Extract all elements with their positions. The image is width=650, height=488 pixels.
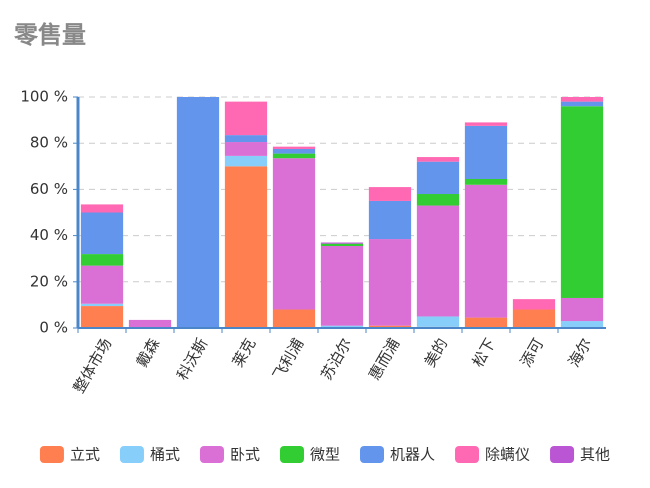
- bar-segment: [560, 297, 604, 322]
- bar-segment: [224, 135, 268, 143]
- legend-swatch: [550, 446, 575, 463]
- x-tick-label: 飞利浦: [269, 335, 307, 383]
- bar-segment: [80, 204, 124, 213]
- bar-segment: [320, 243, 364, 246]
- bar-segment: [416, 194, 460, 206]
- bar-segment: [224, 142, 268, 156]
- x-tick-label: 整体市场: [70, 335, 116, 396]
- bar-segment: [560, 106, 604, 298]
- legend-swatch: [119, 446, 144, 463]
- bar-segment: [464, 125, 508, 180]
- bar-segment: [80, 265, 124, 304]
- x-tick-label: 惠而浦: [365, 335, 403, 383]
- y-tick-label: 20 %: [30, 272, 68, 290]
- bar-segment: [80, 212, 124, 255]
- bar-segment: [512, 299, 556, 310]
- x-tick-label: 海尔: [565, 335, 596, 370]
- bar-segment: [272, 148, 316, 154]
- bar-segment: [80, 303, 124, 307]
- bar-segment: [272, 153, 316, 159]
- y-tick-label: 0 %: [39, 319, 68, 337]
- bar-segment: [368, 325, 412, 328]
- y-tick-label: 60 %: [30, 180, 68, 198]
- bar-segment: [368, 200, 412, 240]
- bar-segment: [368, 187, 412, 201]
- bar-segment: [272, 309, 316, 328]
- y-tick-label: 100 %: [20, 88, 68, 106]
- y-tick-label: 40 %: [30, 226, 68, 244]
- bar-segment: [416, 316, 460, 327]
- x-tick-label: 戴森: [133, 335, 164, 370]
- bar-segment: [80, 306, 124, 328]
- bar-segment: [512, 309, 556, 328]
- legend-label: 除螨仪: [485, 446, 530, 464]
- legend-swatch: [199, 446, 224, 463]
- bar-segment: [176, 97, 220, 328]
- legend-swatch: [39, 446, 64, 463]
- bar-segment: [416, 205, 460, 317]
- bar-segment: [464, 179, 508, 185]
- bar-segment: [464, 122, 508, 126]
- legend-swatch: [455, 446, 480, 463]
- x-tick-label: 美的: [421, 335, 452, 370]
- x-tick-label: 松下: [469, 335, 500, 370]
- bar-segment: [416, 157, 460, 162]
- bar-segment: [368, 239, 412, 326]
- bar-segment: [320, 245, 364, 326]
- chart-title: 零售量: [13, 21, 86, 49]
- legend-label: 立式: [70, 446, 100, 464]
- legend-label: 机器人: [390, 446, 435, 464]
- legend-swatch: [360, 446, 385, 463]
- bar-segment: [320, 325, 364, 328]
- bar-segment: [416, 161, 460, 195]
- bar-segment: [560, 97, 604, 102]
- bar-segment: [320, 242, 364, 244]
- bar-segment: [224, 166, 268, 328]
- legend-swatch: [279, 446, 304, 463]
- legend-label: 微型: [310, 446, 340, 464]
- bar-segment: [272, 158, 316, 310]
- legend: 立式 桶式 卧式 微型 机器人 除螨仪 其他: [39, 446, 610, 464]
- bar-segment: [464, 184, 508, 318]
- bar-segment: [128, 319, 172, 328]
- bar-segment: [560, 321, 604, 328]
- bar-segment: [224, 101, 268, 136]
- bar-segment: [272, 146, 316, 149]
- legend-label: 桶式: [150, 446, 180, 464]
- x-tick-label: 科沃斯: [173, 335, 211, 383]
- x-tick-label: 莱克: [229, 335, 260, 370]
- x-tick-label: 添可: [517, 335, 548, 370]
- y-tick-label: 80 %: [30, 134, 68, 152]
- legend-label: 卧式: [230, 446, 260, 464]
- bar-segment: [560, 101, 604, 107]
- bar-segment: [224, 155, 268, 167]
- bar-segment: [80, 254, 124, 266]
- x-tick-label: 苏泊尔: [317, 335, 355, 383]
- bar-segment: [464, 317, 508, 328]
- legend-label: 其他: [580, 446, 610, 464]
